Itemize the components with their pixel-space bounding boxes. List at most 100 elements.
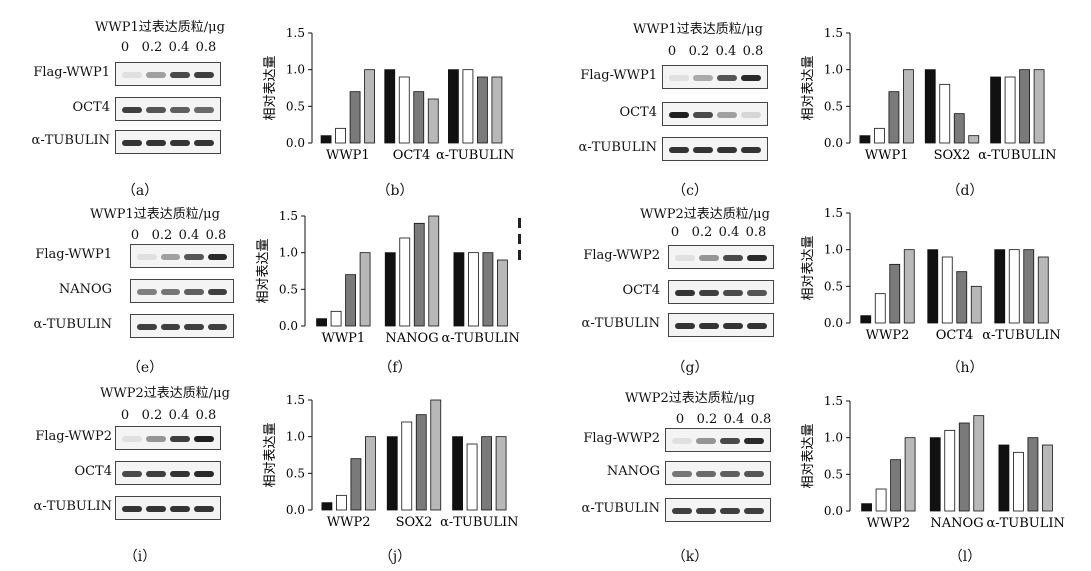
blot-band	[170, 140, 190, 146]
y-tick-label: 1.0	[824, 63, 843, 77]
lane-label: 0.8	[205, 228, 227, 243]
bar	[452, 436, 463, 511]
x-category-label: SOX2	[396, 515, 433, 530]
blot-row-label: Flag-WWP2	[35, 429, 112, 444]
blot-row-label: OCT4	[619, 105, 657, 120]
bar	[890, 459, 901, 512]
y-tick-label: 0.0	[824, 136, 843, 150]
blot-band	[720, 471, 740, 477]
blot-band	[717, 112, 737, 118]
blot-band	[160, 324, 180, 330]
lane-label: 0	[120, 408, 130, 423]
blot-strip	[662, 102, 768, 126]
bar	[924, 69, 936, 144]
bar	[953, 113, 965, 144]
bar	[335, 127, 346, 144]
blot-band	[137, 324, 157, 330]
blot-band	[184, 324, 204, 330]
bar	[941, 256, 953, 324]
bar	[1019, 69, 1030, 144]
bar	[413, 91, 425, 144]
bar-chart-f: 相对表达量 0.0 0.5 1.0 1.5 WWP1 NANOG α-TUBULIN	[256, 209, 520, 346]
bar	[1027, 437, 1039, 512]
blot-band	[146, 72, 166, 78]
bar	[364, 69, 375, 144]
blot-title: WWP1过表达质粒/μg	[95, 20, 225, 35]
bar	[1013, 451, 1024, 512]
blot-band	[672, 438, 692, 444]
bar	[468, 252, 479, 327]
blot-strip	[115, 97, 221, 121]
bar	[336, 494, 347, 511]
x-category-label: α-TUBULIN	[436, 148, 514, 163]
blot-title: WWP1过表达质粒/μg	[90, 207, 220, 222]
blot-band	[207, 289, 227, 295]
blot-band	[693, 75, 713, 81]
blot-band	[160, 254, 180, 260]
blot-band	[122, 471, 142, 477]
lane-label: 0.4	[718, 225, 740, 240]
blot-band	[699, 323, 719, 329]
bar	[365, 436, 376, 511]
blot-strip	[665, 498, 771, 522]
bar	[1004, 76, 1016, 144]
x-category-label: α-TUBULIN	[986, 516, 1064, 531]
bar	[466, 443, 478, 511]
blot-strip	[115, 426, 221, 450]
blot-row-label: α-TUBULIN	[31, 133, 110, 148]
blot-row-label: NANOG	[58, 282, 112, 297]
blot-band	[146, 140, 166, 146]
blot-band	[741, 75, 761, 81]
panel-caption: （h）	[946, 360, 984, 376]
blot-band	[669, 147, 689, 153]
y-tick-label: 0.5	[279, 282, 298, 296]
y-tick-label: 0.5	[824, 467, 843, 481]
bar	[1033, 69, 1045, 144]
bar	[415, 414, 427, 511]
y-tick-label: 1.0	[286, 63, 305, 77]
y-tick-label: 0.0	[286, 136, 305, 150]
blot-band	[122, 107, 142, 113]
bar	[1008, 249, 1020, 324]
blot-band	[170, 436, 190, 442]
blot-band	[170, 107, 190, 113]
x-category-label: WWP1	[326, 148, 370, 163]
x-category-label: WWP1	[865, 148, 909, 163]
x-category-label: α-TUBULIN	[440, 515, 518, 530]
x-category-label: WWP1	[321, 331, 365, 346]
lane-label: 0	[670, 225, 680, 240]
lane-label: 0	[675, 412, 685, 427]
panel-caption: （d）	[946, 183, 984, 199]
y-tick-label: 0.5	[286, 466, 305, 480]
bar	[430, 399, 442, 511]
bar	[994, 249, 1006, 324]
bar	[428, 215, 440, 327]
blot-strip	[130, 244, 234, 268]
bar	[889, 263, 901, 324]
bar	[491, 76, 503, 144]
blot-row-label: α-TUBULIN	[33, 499, 112, 514]
blot-strip	[668, 280, 774, 304]
bar	[359, 252, 371, 327]
blot-band	[170, 506, 190, 512]
y-axis-label: 相对表达量	[263, 422, 278, 487]
y-tick-label: 1.0	[824, 243, 843, 257]
blot-title: WWP2过表达质粒/μg	[640, 207, 770, 222]
x-category-label: WWP2	[866, 328, 910, 343]
blot-band	[723, 323, 743, 329]
y-axis-label: 相对表达量	[801, 423, 816, 488]
lane-label: 0	[130, 228, 140, 243]
blot-row-label: α-TUBULIN	[33, 317, 112, 332]
lane-label: 0.8	[195, 408, 217, 423]
blot-row-label: OCT4	[72, 100, 110, 115]
blot-band	[720, 508, 740, 514]
bar	[929, 437, 941, 512]
blot-strip	[115, 130, 221, 154]
bar	[859, 135, 871, 144]
y-tick-label: 1.5	[824, 26, 843, 40]
bar	[495, 436, 507, 511]
bar	[413, 222, 425, 327]
bar	[968, 135, 980, 144]
blot-band	[747, 323, 767, 329]
lane-label: 0.4	[168, 40, 190, 55]
